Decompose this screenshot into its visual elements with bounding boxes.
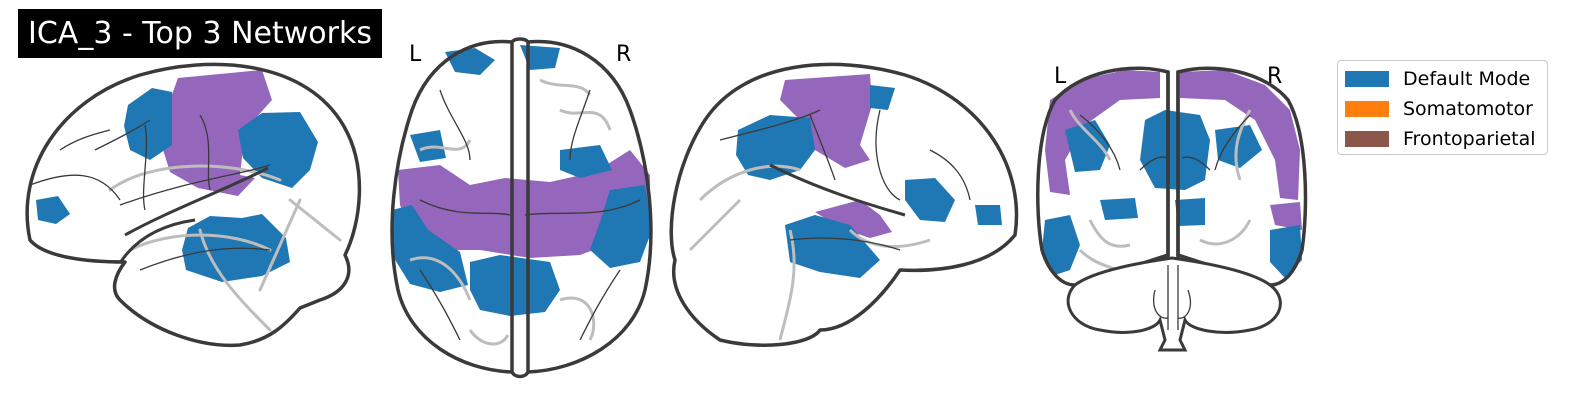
- sagittal-left-sulci: [108, 164, 342, 332]
- axial-midline: [510, 37, 530, 379]
- coronal-blob-right-lateral: [1270, 225, 1302, 278]
- sagittal-left-outline: [25, 62, 362, 348]
- legend-label-somatomotor: Somatomotor: [1403, 98, 1533, 120]
- axial-overlay-purple: [398, 150, 650, 258]
- sagittal-right-overlay-purple: [780, 74, 872, 168]
- sagittal-left-cerebellum-line: [118, 218, 196, 264]
- sagittal-right-lateral-sulcus: [769, 163, 906, 217]
- sagittal-right-outline: [669, 62, 1019, 347]
- sagittal-right-blob-frontal: [870, 85, 1002, 225]
- axial-outline-right: [527, 39, 653, 374]
- sagittal-left-lateral-sulcus: [124, 166, 269, 237]
- coronal-overlay-purple-left: [1045, 70, 1160, 195]
- axial-blob-occipital: [470, 255, 560, 316]
- coronal-right-label: R: [1267, 64, 1283, 89]
- legend-item-somatomotor: Somatomotor: [1345, 98, 1533, 120]
- axial-sulci: [409, 78, 612, 346]
- legend-label-frontoparietal: Frontoparietal: [1403, 128, 1536, 150]
- sagittal-left-blob-frontal: [124, 88, 172, 160]
- axial-blob-left-lateral: [392, 205, 468, 292]
- sagittal-right-blob-temporal: [785, 215, 880, 278]
- coronal-view: [1036, 66, 1308, 352]
- axial-blob-right-lateral: [590, 185, 652, 268]
- axial-sulci-dark: [419, 89, 641, 341]
- coronal-blob-center: [1140, 110, 1210, 190]
- coronal-cerebellum-lines: [1153, 265, 1192, 330]
- coronal-left-label: L: [1054, 64, 1067, 89]
- legend-swatch-somatomotor: [1345, 101, 1389, 117]
- legend-swatch-frontoparietal: [1345, 131, 1389, 147]
- coronal-midline: [1166, 72, 1180, 258]
- legend-item-frontoparietal: Frontoparietal: [1345, 128, 1536, 150]
- legend-item-default-mode: Default Mode: [1345, 68, 1530, 90]
- axial-left-label: L: [409, 42, 422, 67]
- coronal-blob-left-inner: [1065, 120, 1138, 220]
- coronal-cerebellum: [1066, 256, 1282, 352]
- axial-view: [390, 37, 653, 379]
- coronal-overlay-purple-right: [1180, 70, 1300, 200]
- sagittal-left-view: [25, 62, 362, 348]
- legend-label-default-mode: Default Mode: [1403, 68, 1531, 90]
- sagittal-right-overlay-purple-2: [815, 200, 892, 238]
- axial-outline-left: [390, 39, 513, 374]
- legend: Default Mode Somatomotor Frontoparietal: [1337, 60, 1548, 155]
- coronal-blob-right-inner: [1175, 125, 1262, 226]
- coronal-outline-right: [1176, 66, 1308, 287]
- sagittal-left-overlay-purple: [160, 70, 272, 196]
- legend-swatch-default-mode: [1345, 71, 1389, 87]
- sagittal-right-view: [669, 62, 1019, 347]
- figure-title: ICA_3 - Top 3 Networks: [18, 9, 382, 58]
- coronal-blob-left-lateral: [1042, 215, 1080, 275]
- coronal-overlay-purple-right-low: [1270, 202, 1302, 230]
- axial-right-label: R: [616, 42, 632, 67]
- sagittal-right-sulci-dark: [719, 109, 971, 251]
- coronal-outline-left: [1036, 66, 1170, 287]
- sagittal-left-blob-pole: [36, 196, 70, 224]
- axial-blob-mid: [410, 130, 612, 178]
- axial-blob-frontal: [445, 45, 560, 75]
- sagittal-left-sulci-dark: [29, 114, 271, 271]
